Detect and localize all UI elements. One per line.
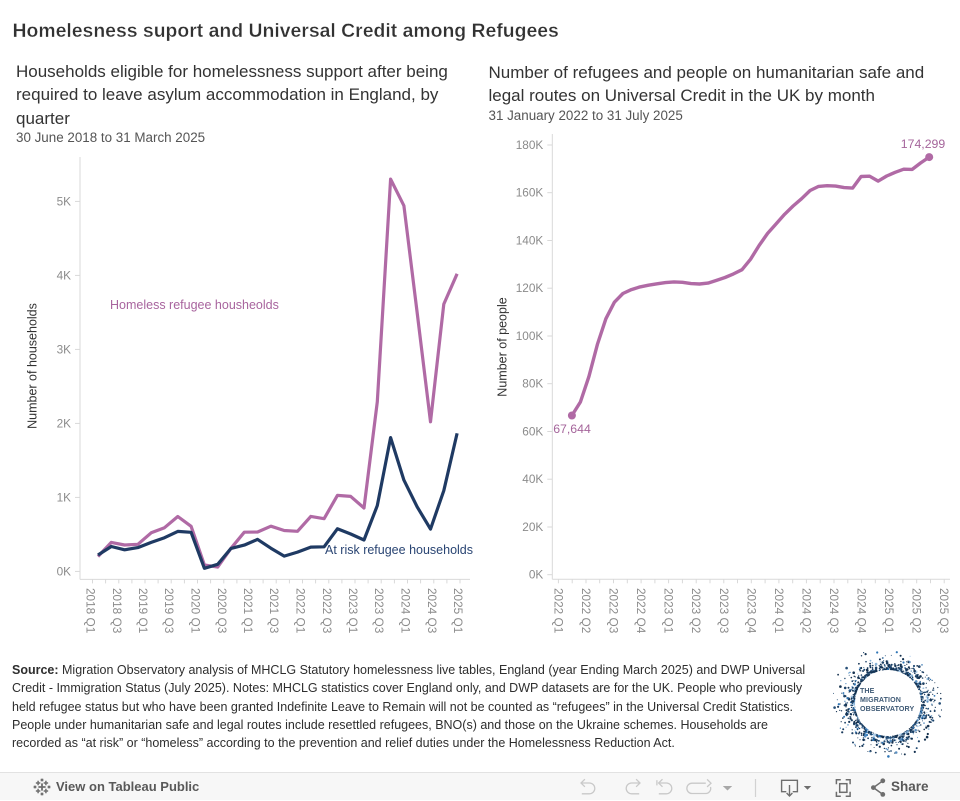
svg-text:60K: 60K <box>522 425 543 439</box>
svg-text:2024 Q4: 2024 Q4 <box>855 588 869 634</box>
svg-text:OBSERVATORY: OBSERVATORY <box>860 705 914 713</box>
svg-text:80K: 80K <box>522 377 543 391</box>
svg-text:Homeless refugee housheolds: Homeless refugee housheolds <box>110 298 279 312</box>
svg-text:2018 Q1: 2018 Q1 <box>84 588 98 633</box>
svg-text:2020 Q1: 2020 Q1 <box>189 588 203 633</box>
svg-text:2024 Q3: 2024 Q3 <box>827 588 841 634</box>
svg-text:120K: 120K <box>516 281 544 295</box>
svg-text:0K: 0K <box>529 568 544 582</box>
svg-text:1K: 1K <box>57 490 72 504</box>
svg-text:140K: 140K <box>516 234 544 248</box>
svg-text:2024 Q1: 2024 Q1 <box>399 588 413 633</box>
svg-text:180K: 180K <box>516 138 544 152</box>
svg-text:2022 Q1: 2022 Q1 <box>294 588 308 633</box>
svg-text:174,299: 174,299 <box>901 137 946 151</box>
svg-text:2023 Q3: 2023 Q3 <box>372 588 386 634</box>
svg-text:40K: 40K <box>522 472 543 486</box>
svg-text:2019 Q3: 2019 Q3 <box>162 588 176 634</box>
svg-text:2023 Q3: 2023 Q3 <box>717 588 731 634</box>
svg-text:Number of people: Number of people <box>496 297 510 396</box>
svg-text:2022 Q4: 2022 Q4 <box>634 588 648 634</box>
svg-text:2025 Q3: 2025 Q3 <box>937 588 951 634</box>
svg-text:5K: 5K <box>57 194 72 208</box>
svg-text:2025 Q1: 2025 Q1 <box>451 588 465 633</box>
svg-text:0K: 0K <box>57 564 72 578</box>
svg-text:3K: 3K <box>57 342 72 356</box>
svg-text:2018 Q3: 2018 Q3 <box>110 588 124 634</box>
svg-text:Number of households: Number of households <box>26 303 40 429</box>
svg-text:2022 Q3: 2022 Q3 <box>607 588 621 634</box>
svg-text:2K: 2K <box>57 416 72 430</box>
svg-text:2023 Q4: 2023 Q4 <box>744 588 758 634</box>
svg-text:100K: 100K <box>516 329 544 343</box>
svg-text:2022 Q1: 2022 Q1 <box>551 588 565 633</box>
svg-text:2020 Q3: 2020 Q3 <box>215 588 229 634</box>
svg-text:67,644: 67,644 <box>553 422 591 436</box>
svg-text:2021 Q3: 2021 Q3 <box>267 588 281 634</box>
svg-text:2024 Q3: 2024 Q3 <box>425 588 439 634</box>
svg-text:160K: 160K <box>516 186 544 200</box>
svg-text:2025 Q2: 2025 Q2 <box>910 588 924 633</box>
svg-text:2023 Q1: 2023 Q1 <box>346 588 360 633</box>
svg-text:2021 Q1: 2021 Q1 <box>241 588 255 633</box>
svg-text:2025 Q1: 2025 Q1 <box>882 588 896 633</box>
svg-text:MIGRATION: MIGRATION <box>860 696 901 704</box>
svg-text:20K: 20K <box>522 520 543 534</box>
svg-text:2019 Q1: 2019 Q1 <box>136 588 150 633</box>
svg-text:THE: THE <box>860 687 875 695</box>
svg-text:2023 Q2: 2023 Q2 <box>689 588 703 633</box>
svg-text:2024 Q2: 2024 Q2 <box>799 588 813 633</box>
svg-text:4K: 4K <box>57 268 72 282</box>
svg-text:2023 Q1: 2023 Q1 <box>662 588 676 633</box>
svg-text:2022 Q2: 2022 Q2 <box>579 588 593 633</box>
svg-text:2022 Q3: 2022 Q3 <box>320 588 334 634</box>
svg-text:2024 Q1: 2024 Q1 <box>772 588 786 633</box>
svg-text:At risk refugee households: At risk refugee households <box>325 543 473 557</box>
